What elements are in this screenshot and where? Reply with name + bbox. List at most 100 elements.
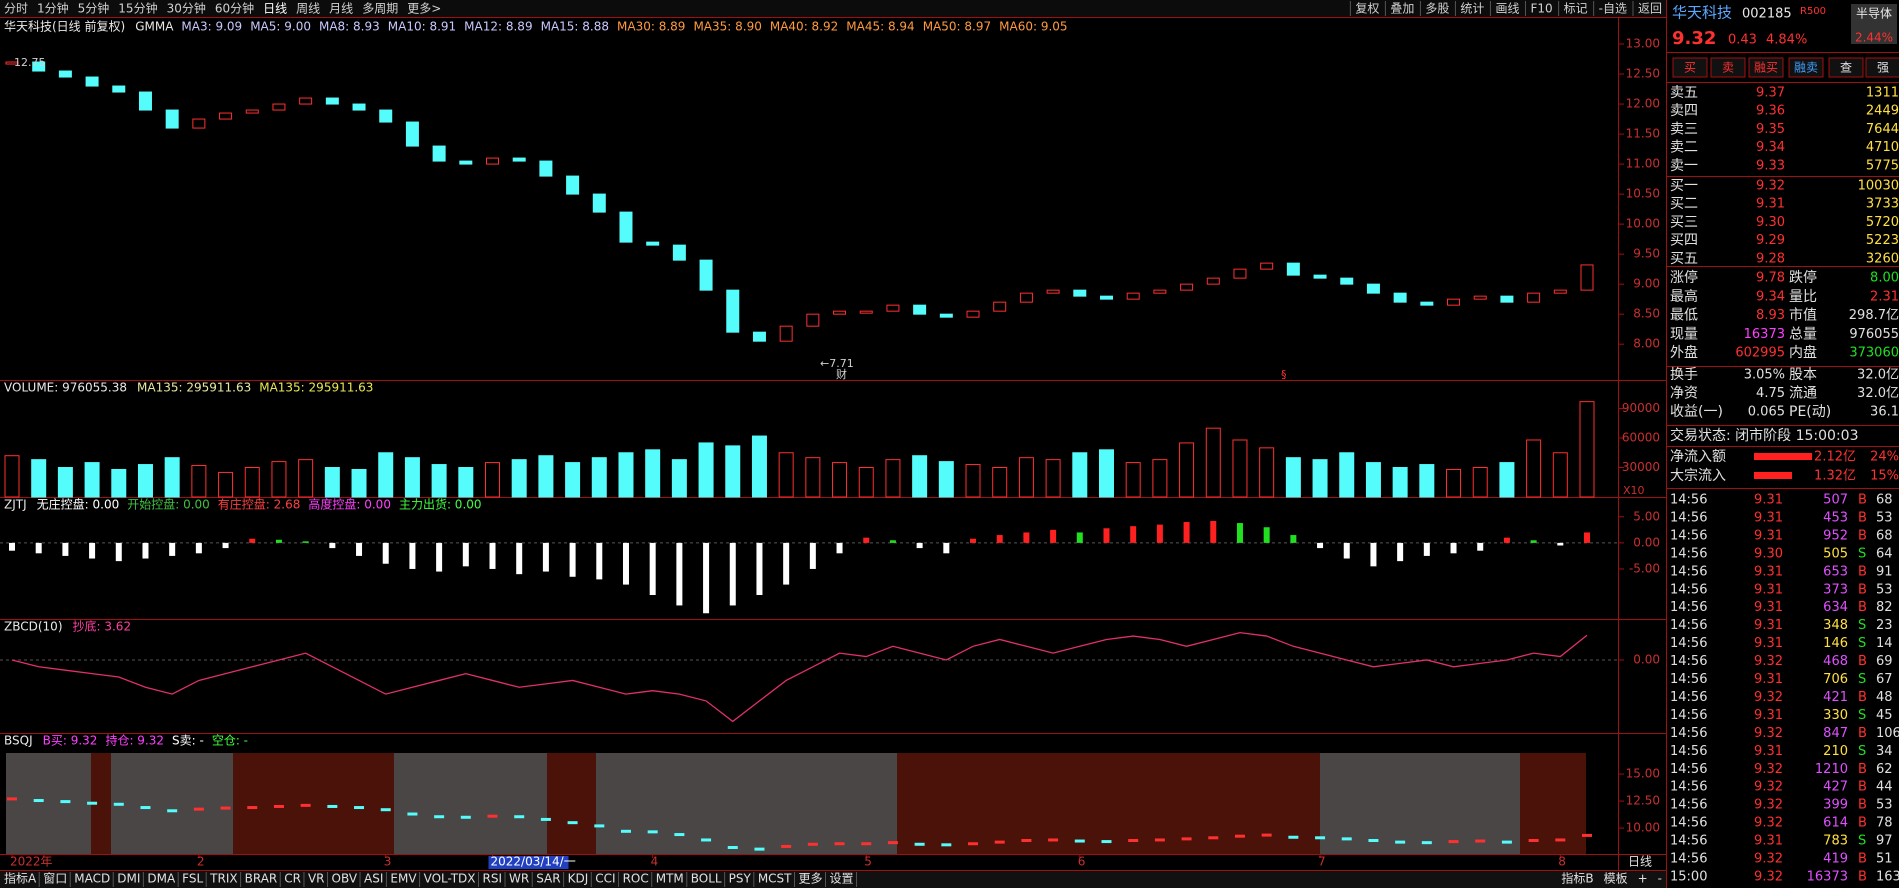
- book-price: 9.29: [1756, 233, 1785, 248]
- candle: [1260, 262, 1274, 270]
- indicator-tab[interactable]: 窗口: [43, 872, 67, 886]
- trade-volume: 507: [1823, 493, 1848, 508]
- trade-button[interactable]: [1828, 57, 1864, 78]
- volume-bar: [645, 449, 661, 498]
- indicator-tab[interactable]: BOLL: [691, 872, 722, 886]
- indicator-tab[interactable]: +: [1638, 872, 1648, 886]
- indicator-tab[interactable]: 更多: [799, 872, 823, 886]
- tool-button[interactable]: 返回: [1638, 2, 1662, 16]
- indicator-value: MA135: 295911.63: [259, 381, 373, 395]
- period-tab[interactable]: 更多>: [407, 2, 441, 16]
- trade-button-label[interactable]: 融卖: [1794, 61, 1818, 75]
- indicator-tab[interactable]: MTM: [656, 872, 684, 886]
- trade-button-label[interactable]: 融买: [1754, 61, 1778, 75]
- trade-button-label[interactable]: 买: [1684, 61, 1696, 75]
- candle: [405, 121, 419, 147]
- trade-button[interactable]: [1672, 57, 1708, 78]
- indicator-tab[interactable]: VR: [308, 872, 325, 886]
- candle: [58, 70, 72, 78]
- tool-button[interactable]: -自选: [1599, 2, 1627, 16]
- indicator-tab[interactable]: EMV: [390, 872, 417, 886]
- tool-button[interactable]: 标记: [1564, 2, 1588, 16]
- bsqj-mark: [647, 830, 658, 834]
- period-tab[interactable]: 1分钟: [37, 1, 69, 16]
- trade-button[interactable]: [1788, 57, 1824, 78]
- period-tab[interactable]: 多周期: [362, 2, 398, 16]
- tool-button[interactable]: 画线: [1495, 2, 1519, 16]
- trade-button-label[interactable]: 强: [1877, 61, 1889, 75]
- indicator-value: 开始控盘: 0.00: [127, 497, 210, 512]
- indicator-tab[interactable]: CR: [284, 872, 301, 886]
- trade-time: 14:56: [1670, 726, 1707, 741]
- trade-button[interactable]: [1710, 57, 1746, 78]
- indicator-tab[interactable]: BRAR: [245, 872, 278, 886]
- period-tab[interactable]: 分时: [4, 2, 28, 16]
- tool-button[interactable]: 多股: [1425, 2, 1449, 16]
- trade-time: 14:56: [1670, 690, 1707, 705]
- trade-button[interactable]: [1748, 57, 1784, 78]
- period-tab[interactable]: 5分钟: [78, 1, 110, 16]
- volume-bar: [1419, 464, 1435, 498]
- indicator-tab[interactable]: SAR: [536, 872, 560, 886]
- candle: [1019, 292, 1033, 303]
- indicator-tab[interactable]: DMA: [147, 872, 176, 886]
- indicator-tab[interactable]: -: [1658, 872, 1662, 886]
- indicator-tab[interactable]: KDJ: [568, 872, 589, 886]
- indicator-tab[interactable]: WR: [509, 872, 529, 886]
- bsqj-mark: [407, 812, 418, 816]
- indicator-value: 空仓: -: [212, 734, 248, 748]
- period-tab[interactable]: 日线: [263, 2, 287, 16]
- candle: [165, 109, 179, 129]
- tool-button[interactable]: F10: [1530, 2, 1552, 16]
- y-tick-label: 12.00: [1626, 97, 1660, 111]
- candle: [1206, 277, 1220, 285]
- trade-button-label[interactable]: 查: [1840, 61, 1852, 75]
- trade-button-label[interactable]: 卖: [1722, 61, 1734, 75]
- indicator-tab[interactable]: CCI: [595, 872, 615, 886]
- indicator-tab[interactable]: ASI: [364, 872, 383, 886]
- tool-button[interactable]: 统计: [1460, 2, 1484, 16]
- period-tab[interactable]: 15分钟: [118, 1, 157, 16]
- indicator-tab[interactable]: OBV: [332, 872, 358, 886]
- indicator-tab[interactable]: 模板: [1604, 872, 1628, 886]
- indicator-tab[interactable]: TRIX: [209, 872, 237, 886]
- zjtj-bar: [1317, 542, 1324, 549]
- trade-time: 14:56: [1670, 582, 1707, 597]
- trade-side: B: [1858, 654, 1867, 669]
- trade-volume: 373: [1823, 582, 1848, 597]
- period-tab[interactable]: 60分钟: [215, 1, 254, 16]
- indicator-tab[interactable]: 指标B: [1561, 871, 1593, 886]
- indicator-tab[interactable]: 指标A: [4, 871, 37, 886]
- trade-price: 9.31: [1754, 618, 1783, 633]
- volume-bar: [458, 467, 474, 498]
- trade-button[interactable]: [1865, 57, 1899, 78]
- tool-button[interactable]: 叠加: [1390, 2, 1414, 16]
- indicator-tab[interactable]: 设置: [830, 872, 854, 886]
- trade-side: S: [1858, 708, 1866, 723]
- period-tab[interactable]: 月线: [329, 2, 353, 16]
- stat-label: 股本: [1789, 367, 1817, 383]
- indicator-tab[interactable]: RSI: [483, 872, 503, 886]
- indicator-value: 高度控盘: 0.00: [308, 497, 391, 512]
- candle: [112, 85, 126, 93]
- indicator-tab[interactable]: DMI: [117, 872, 140, 886]
- book-level: 买五: [1670, 251, 1698, 267]
- indicator-tab[interactable]: MACD: [74, 872, 110, 886]
- indicator-tab[interactable]: VOL-TDX: [424, 872, 476, 886]
- period-tab[interactable]: 周线: [296, 2, 320, 16]
- zbcd-line: [11, 631, 1588, 723]
- period-tab[interactable]: 30分钟: [167, 1, 206, 16]
- stat-label: 净资: [1670, 386, 1698, 402]
- bsqj-mark: [701, 838, 712, 842]
- candle: [138, 91, 152, 111]
- trade-count: 53: [1876, 582, 1893, 597]
- tool-button[interactable]: 复权: [1355, 2, 1379, 16]
- indicator-tab[interactable]: FSL: [182, 872, 203, 886]
- indicator-tab[interactable]: ROC: [623, 872, 649, 886]
- zjtj-bar: [169, 542, 176, 556]
- indicator-tab[interactable]: PSY: [729, 872, 752, 886]
- trade-time: 14:56: [1670, 654, 1707, 669]
- book-price: 9.35: [1756, 122, 1785, 137]
- indicator-tab[interactable]: MCST: [758, 872, 792, 886]
